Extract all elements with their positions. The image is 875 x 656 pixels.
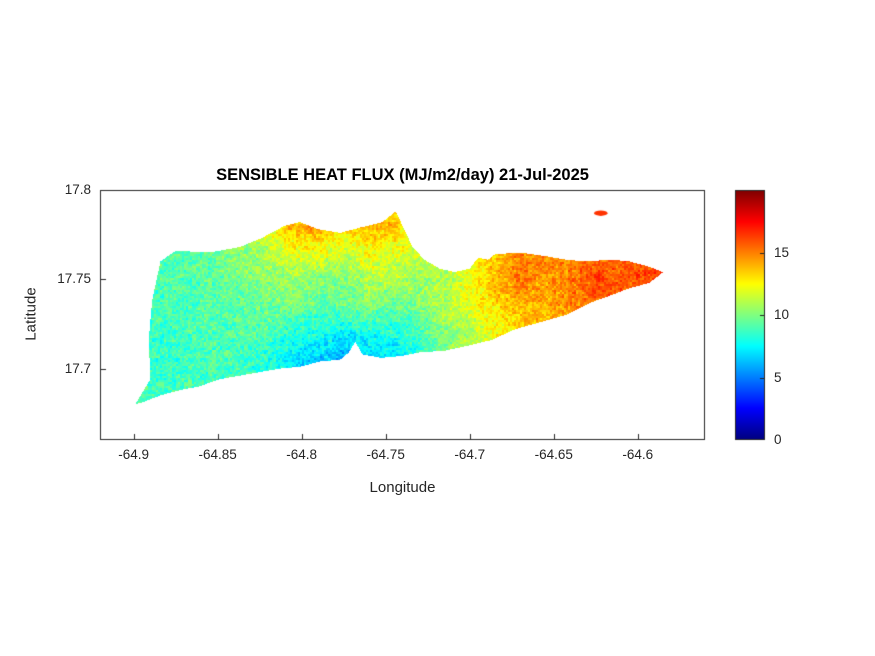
x-tick-label: -64.85 [198, 447, 237, 462]
y-axis-label: Latitude [22, 287, 40, 341]
colorbar-tick-label: 5 [774, 369, 782, 385]
x-tick-label: -64.8 [286, 447, 318, 462]
x-tick-label: -64.6 [622, 447, 654, 462]
x-tick-label: -64.75 [366, 447, 405, 462]
x-axis-label: Longitude [369, 479, 436, 496]
x-tick-label: -64.7 [454, 447, 486, 462]
x-tick-label: -64.65 [534, 447, 573, 462]
y-tick-label: 17.75 [57, 271, 91, 287]
x-tick-label: -64.9 [118, 447, 149, 462]
plot-title: SENSIBLE HEAT FLUX (MJ/m2/day) 21-Jul-20… [216, 166, 589, 184]
colorbar-tick-label: 0 [774, 431, 782, 447]
colorbar-tick-label: 10 [774, 306, 790, 322]
colorbar-tick-label: 15 [774, 244, 790, 260]
y-tick-label: 17.7 [64, 360, 91, 376]
y-tick-label: 17.8 [64, 181, 91, 197]
